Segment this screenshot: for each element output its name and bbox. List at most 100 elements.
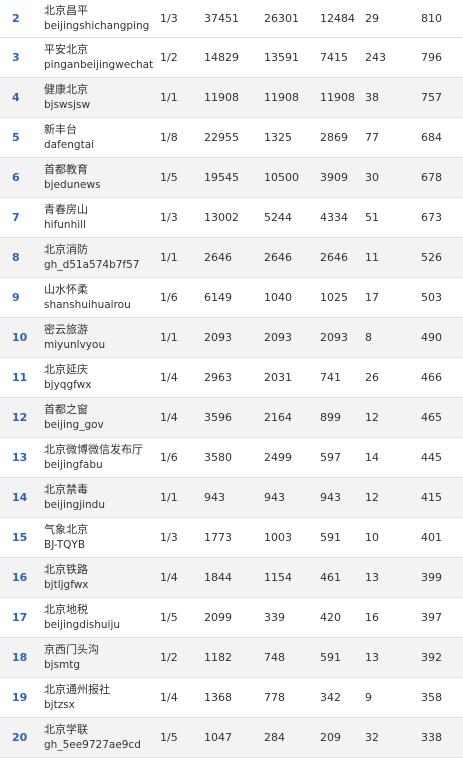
account-id: beijingfabu [44, 459, 103, 471]
account-name: 首都教育 [44, 163, 88, 176]
account-id: bjtzsx [44, 699, 75, 711]
account-cell: 平安北京 pinganbeijingwechat [44, 38, 162, 77]
likes-count: 29 [365, 12, 379, 25]
rank-number: 15 [12, 531, 28, 544]
table-row: 20 北京学联 gh_5ee9727ae9cd 1/5 1047 284 209… [0, 718, 463, 758]
rank-number: 3 [12, 51, 20, 64]
likes-count: 51 [365, 211, 379, 224]
account-name: 北京通州报社 [44, 683, 110, 696]
post-ratio: 1/3 [160, 12, 178, 25]
total-reads: 1844 [204, 571, 232, 584]
average-reads: 4334 [320, 211, 348, 224]
total-reads: 22955 [204, 131, 239, 144]
account-cell: 京西门头沟 bjsmtg [44, 638, 162, 677]
rank-number: 8 [12, 251, 20, 264]
account-name: 气象北京 [44, 523, 88, 536]
average-reads: 461 [320, 571, 341, 584]
likes-count: 17 [365, 291, 379, 304]
table-row: 3 平安北京 pinganbeijingwechat 1/2 14829 135… [0, 38, 463, 78]
table-row: 7 青春房山 hifunhill 1/3 13002 5244 4334 51 … [0, 198, 463, 238]
average-reads: 943 [320, 491, 341, 504]
table-row: 4 健康北京 bjswsjsw 1/1 11908 11908 11908 38… [0, 78, 463, 118]
post-ratio: 1/1 [160, 331, 178, 344]
table-row: 13 北京微博微信发布厅 beijingfabu 1/6 3580 2499 5… [0, 438, 463, 478]
headline-reads: 5244 [264, 211, 292, 224]
headline-reads: 2031 [264, 371, 292, 384]
account-id: beijingshichangping [44, 20, 150, 32]
table-row: 11 北京延庆 bjyqgfwx 1/4 2963 2031 741 26 46… [0, 358, 463, 398]
total-reads: 6149 [204, 291, 232, 304]
table-row: 19 北京通州报社 bjtzsx 1/4 1368 778 342 9 358 [0, 678, 463, 718]
index-score: 392 [421, 651, 442, 664]
rank-number: 4 [12, 91, 20, 104]
account-cell: 北京昌平 beijingshichangping [44, 0, 162, 37]
account-name: 北京延庆 [44, 363, 88, 376]
index-score: 684 [421, 131, 442, 144]
account-cell: 首都之窗 beijing_gov [44, 398, 162, 437]
account-cell: 山水怀柔 shanshuihuairou [44, 278, 162, 317]
likes-count: 12 [365, 491, 379, 504]
account-id: bjswsjsw [44, 99, 91, 111]
account-name: 北京禁毒 [44, 483, 88, 496]
total-reads: 3596 [204, 411, 232, 424]
rank-number: 18 [12, 651, 28, 664]
likes-count: 38 [365, 91, 379, 104]
account-id: gh_d51a574b7f57 [44, 259, 140, 271]
post-ratio: 1/8 [160, 131, 178, 144]
rank-number: 19 [12, 691, 28, 704]
headline-reads: 13591 [264, 51, 299, 64]
table-row: 15 气象北京 BJ-TQYB 1/3 1773 1003 591 10 401 [0, 518, 463, 558]
total-reads: 1368 [204, 691, 232, 704]
account-cell: 北京延庆 bjyqgfwx [44, 358, 162, 397]
index-score: 338 [421, 731, 442, 744]
headline-reads: 2093 [264, 331, 292, 344]
table-row: 2 北京昌平 beijingshichangping 1/3 37451 263… [0, 0, 463, 38]
account-cell: 北京地税 beijingdishuiju [44, 598, 162, 637]
post-ratio: 1/1 [160, 251, 178, 264]
headline-reads: 1040 [264, 291, 292, 304]
headline-reads: 284 [264, 731, 285, 744]
rank-number: 20 [12, 731, 28, 744]
table-row: 5 新丰台 dafengtai 1/8 22955 1325 2869 77 6… [0, 118, 463, 158]
average-reads: 899 [320, 411, 341, 424]
average-reads: 1025 [320, 291, 348, 304]
average-reads: 7415 [320, 51, 348, 64]
post-ratio: 1/1 [160, 91, 178, 104]
account-cell: 北京禁毒 beijingjindu [44, 478, 162, 517]
account-cell: 北京学联 gh_5ee9727ae9cd [44, 718, 162, 757]
average-reads: 342 [320, 691, 341, 704]
post-ratio: 1/4 [160, 371, 178, 384]
average-reads: 2646 [320, 251, 348, 264]
post-ratio: 1/4 [160, 571, 178, 584]
headline-reads: 11908 [264, 91, 299, 104]
post-ratio: 1/2 [160, 51, 178, 64]
index-score: 810 [421, 12, 442, 25]
post-ratio: 1/4 [160, 691, 178, 704]
account-name: 北京消防 [44, 243, 88, 256]
account-id: hifunhill [44, 219, 86, 231]
account-cell: 北京消防 gh_d51a574b7f57 [44, 238, 162, 277]
likes-count: 11 [365, 251, 379, 264]
headline-reads: 943 [264, 491, 285, 504]
average-reads: 3909 [320, 171, 348, 184]
average-reads: 12484 [320, 12, 355, 25]
account-name: 京西门头沟 [44, 643, 99, 656]
account-name: 平安北京 [44, 43, 88, 56]
post-ratio: 1/5 [160, 731, 178, 744]
account-name: 新丰台 [44, 123, 77, 136]
rank-number: 10 [12, 331, 28, 344]
account-id: dafengtai [44, 139, 95, 151]
account-cell: 北京微博微信发布厅 beijingfabu [44, 438, 162, 477]
post-ratio: 1/6 [160, 451, 178, 464]
account-name: 首都之窗 [44, 403, 88, 416]
index-score: 445 [421, 451, 442, 464]
rank-number: 5 [12, 131, 20, 144]
account-cell: 密云旅游 miyunlvyou [44, 318, 162, 357]
account-id: bjedunews [44, 179, 101, 191]
account-name: 健康北京 [44, 83, 88, 96]
account-name: 密云旅游 [44, 323, 88, 336]
post-ratio: 1/1 [160, 491, 178, 504]
rank-number: 9 [12, 291, 20, 304]
average-reads: 741 [320, 371, 341, 384]
